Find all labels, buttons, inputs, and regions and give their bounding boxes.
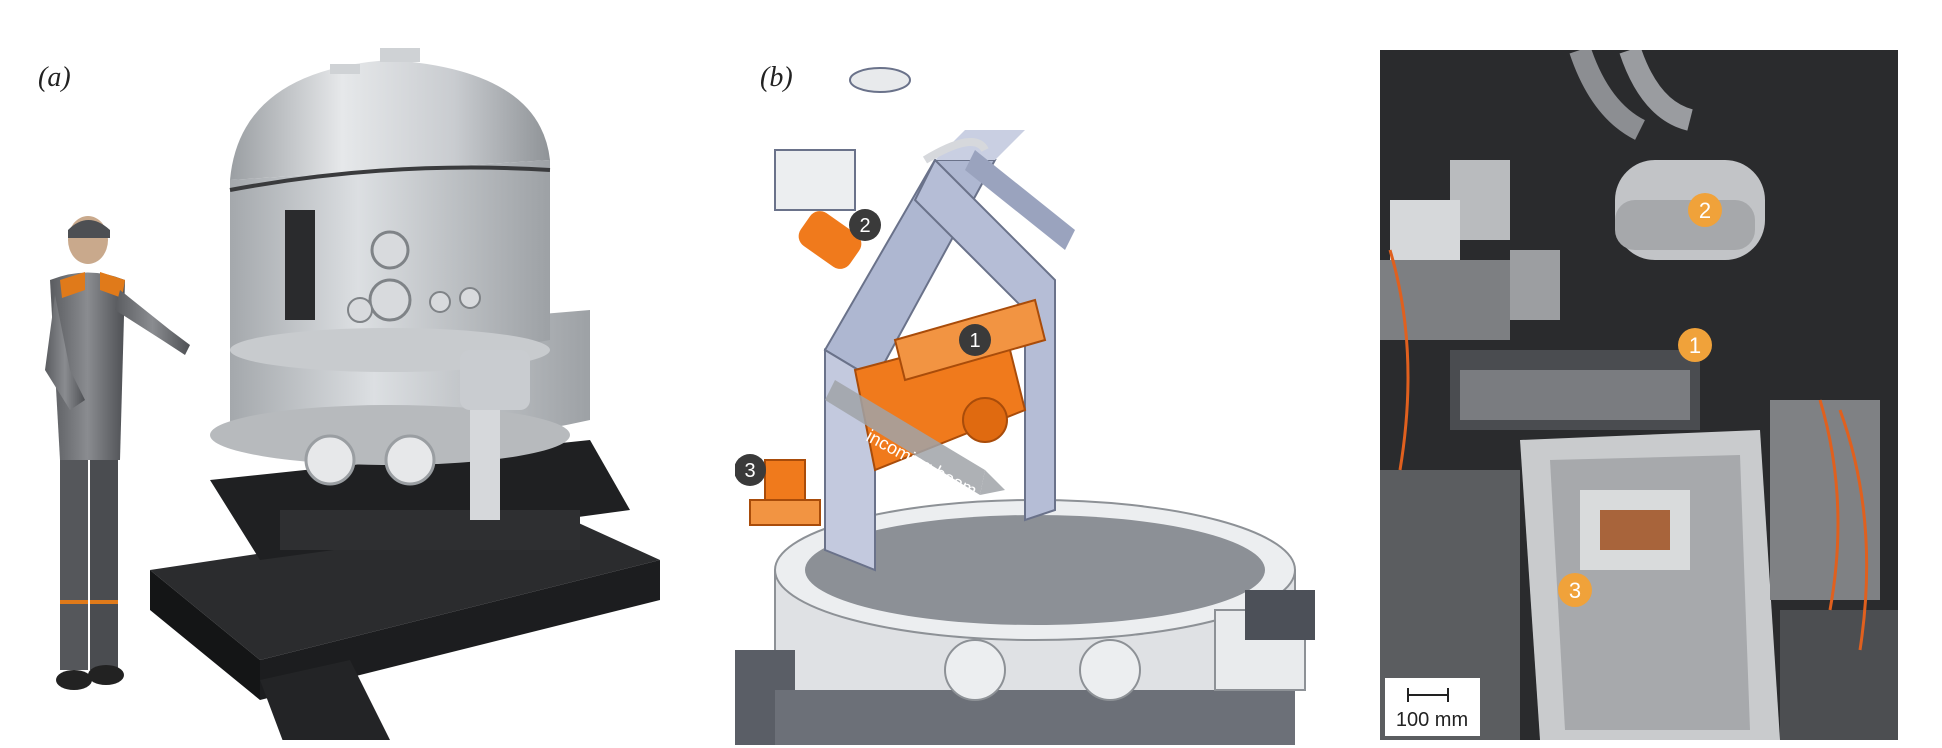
cad-marker-3: 3	[735, 454, 766, 486]
cad-marker-2: 2	[849, 209, 881, 241]
svg-text:2: 2	[859, 215, 870, 237]
photo-marker-1: 1	[1678, 328, 1712, 362]
svg-text:3: 3	[1569, 578, 1581, 603]
panel-b-photo: 2 1 3 100 mm	[1380, 50, 1898, 740]
svg-text:2: 2	[1699, 198, 1711, 223]
panel-label-a: (a)	[38, 62, 71, 93]
panel-b-cad: incoming beam 2 1 3	[735, 50, 1335, 745]
chamber-photo: 2 1 3 100 mm	[1380, 50, 1898, 740]
scale-bar-label: 100 mm	[1396, 709, 1468, 731]
scale-bar: 100 mm	[1385, 678, 1480, 736]
photo-marker-2: 2	[1688, 193, 1722, 227]
panel-a-render	[30, 40, 710, 740]
person-figure	[45, 216, 190, 690]
orange-sample-stage	[749, 459, 821, 526]
photo-marker-3: 3	[1558, 573, 1592, 607]
panel-label-b: (b)	[760, 62, 793, 93]
vacuum-chamber-render	[45, 48, 660, 740]
svg-text:1: 1	[969, 330, 980, 352]
cad-marker-1: 1	[959, 324, 991, 356]
svg-text:1: 1	[1689, 333, 1701, 358]
cad-drawing: incoming beam 2 1 3	[735, 67, 1315, 745]
orange-detector-2	[798, 211, 862, 269]
svg-text:3: 3	[744, 460, 755, 482]
